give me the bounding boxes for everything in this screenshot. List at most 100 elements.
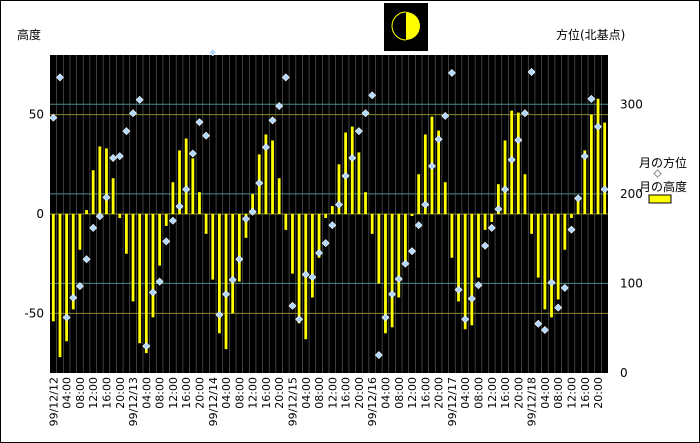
half-moon-icon: [384, 3, 428, 51]
x-tick-label: 20:00: [433, 377, 446, 409]
altitude-bar: [124, 214, 128, 254]
x-tick-label: 99/12/14: [207, 377, 220, 426]
azimuth-point: [447, 68, 456, 77]
altitude-bar: [105, 148, 108, 214]
altitude-bar: [118, 214, 122, 218]
x-tick-label: 04:00: [300, 377, 313, 409]
azimuth-point: [268, 116, 277, 125]
x-tick-label: 16:00: [499, 377, 512, 409]
right-axis-title: 方位(北基点): [556, 27, 625, 42]
x-tick-label: 08:00: [552, 377, 565, 409]
altitude-bar: [516, 112, 520, 214]
altitude-bar: [563, 214, 567, 250]
azimuth-point: [89, 223, 98, 232]
azimuth-point: [567, 225, 576, 234]
altitude-bar: [443, 182, 447, 214]
altitude-bar: [251, 194, 255, 214]
altitude-bar: [144, 214, 148, 354]
altitude-bar: [570, 214, 573, 218]
azimuth-point: [56, 73, 64, 82]
altitude-bar: [191, 158, 195, 214]
altitude-bar: [91, 170, 95, 214]
altitude-bar: [237, 214, 241, 282]
altitude-bar: [556, 214, 560, 300]
left-tick-label: 50: [29, 108, 44, 122]
altitude-bar: [377, 214, 381, 284]
x-tick-label: 99/12/12: [47, 377, 60, 426]
legend-azimuth-label: 月の方位: [639, 155, 687, 170]
x-tick-label: 16:00: [579, 377, 592, 409]
legend: 月の方位 月の高度: [639, 155, 687, 204]
right-tick-label: 300: [620, 97, 643, 111]
azimuth-point: [434, 135, 443, 144]
x-tick-label: 12:00: [406, 377, 419, 409]
x-tick-label: 20:00: [592, 377, 605, 409]
left-tick-label: 0: [36, 207, 44, 221]
azimuth-point: [109, 154, 118, 162]
x-tick-label: 99/12/16: [366, 377, 379, 426]
left-axis-ticks: 50 0 -50: [24, 108, 44, 321]
azimuth-point: [255, 179, 264, 188]
azimuth-point: [487, 223, 496, 232]
azimuth-point: [288, 301, 297, 310]
azimuth-point: [235, 255, 244, 264]
altitude-bar: [211, 214, 215, 280]
azimuth-point: [149, 288, 157, 297]
altitude-bar: [184, 138, 188, 214]
altitude-bar: [397, 214, 401, 298]
azimuth-point: [62, 313, 71, 322]
altitude-bar: [390, 214, 394, 328]
altitude-bar: [204, 214, 208, 234]
altitude-bar: [51, 214, 55, 322]
azimuth-point: [155, 277, 164, 286]
x-tick-label: 04:00: [379, 377, 392, 409]
x-tick-label: 04:00: [459, 377, 472, 409]
azimuth-point: [481, 241, 490, 250]
azimuth-point: [441, 111, 450, 120]
azimuth-point: [102, 193, 111, 202]
altitude-bar: [370, 214, 374, 234]
altitude-bar: [71, 214, 75, 310]
azimuth-point: [281, 73, 290, 82]
altitude-bar: [410, 214, 414, 216]
altitude-bar: [244, 214, 248, 238]
azimuth-point: [295, 315, 304, 324]
azimuth-point: [381, 313, 390, 322]
legend-altitude-label: 月の高度: [639, 179, 687, 194]
x-tick-label: 16:00: [180, 377, 193, 409]
x-tick-label: 16:00: [260, 377, 273, 409]
legend-altitude-swatch: [648, 194, 672, 204]
azimuth-point: [69, 293, 78, 302]
altitude-bar: [310, 214, 314, 298]
altitude-bar: [384, 214, 387, 334]
azimuth-point: [168, 216, 177, 225]
azimuth-point: [540, 326, 549, 334]
altitude-bar: [603, 122, 607, 214]
altitude-bar: [158, 214, 162, 266]
altitude-bar: [596, 98, 600, 214]
azimuth-point: [75, 282, 84, 291]
azimuth-point: [374, 351, 383, 360]
azimuth-point: [494, 205, 503, 214]
altitude-bar: [151, 214, 155, 318]
azimuth-point: [348, 154, 357, 162]
right-tick-label: 100: [620, 276, 643, 290]
altitude-bar: [589, 114, 593, 214]
altitude-bar: [164, 214, 168, 226]
azimuth-point: [587, 94, 596, 103]
x-tick-label: 04:00: [140, 377, 153, 409]
azimuth-point: [228, 275, 237, 284]
x-tick-label: 12:00: [326, 377, 339, 409]
altitude-bar: [271, 140, 274, 214]
altitude-bar: [65, 214, 69, 342]
x-tick-label: 99/12/13: [127, 377, 140, 426]
altitude-bar: [496, 184, 500, 214]
azimuth-point: [222, 290, 230, 299]
altitude-bar: [231, 214, 235, 314]
left-tick-label: -50: [24, 306, 44, 320]
altitude-bar: [357, 152, 361, 214]
altitude-bar: [403, 214, 407, 262]
altitude-bar: [98, 146, 102, 214]
altitude-bar: [417, 174, 421, 214]
